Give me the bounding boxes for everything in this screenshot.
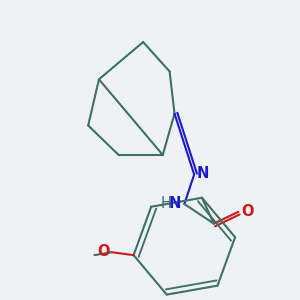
Text: O: O [98,244,110,259]
Text: H: H [160,196,171,211]
Text: O: O [241,204,254,219]
Text: N: N [196,167,209,182]
Text: N: N [169,196,182,211]
